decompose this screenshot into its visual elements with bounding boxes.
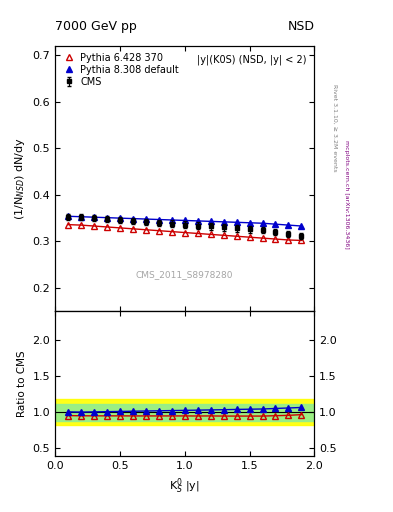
Pythia 8.308 default bbox=[273, 221, 278, 227]
Pythia 8.308 default bbox=[182, 218, 187, 224]
Pythia 6.428 370 bbox=[273, 236, 278, 242]
Pythia 8.308 default bbox=[234, 219, 239, 225]
Line: Pythia 8.308 default: Pythia 8.308 default bbox=[65, 214, 304, 229]
Pythia 6.428 370 bbox=[156, 228, 161, 234]
Pythia 8.308 default bbox=[79, 214, 83, 220]
Text: mcplots.cern.ch [arXiv:1306.3436]: mcplots.cern.ch [arXiv:1306.3436] bbox=[344, 140, 349, 249]
Pythia 6.428 370 bbox=[299, 238, 304, 244]
Text: CMS_2011_S8978280: CMS_2011_S8978280 bbox=[136, 270, 233, 280]
Pythia 6.428 370 bbox=[286, 237, 291, 243]
Pythia 6.428 370 bbox=[221, 232, 226, 239]
X-axis label: K$^0_S$ |y|: K$^0_S$ |y| bbox=[169, 476, 200, 496]
Text: NSD: NSD bbox=[287, 20, 314, 33]
Pythia 8.308 default bbox=[169, 217, 174, 223]
Pythia 6.428 370 bbox=[130, 226, 135, 232]
Pythia 6.428 370 bbox=[66, 222, 70, 228]
Pythia 6.428 370 bbox=[234, 233, 239, 239]
Pythia 6.428 370 bbox=[195, 230, 200, 237]
Pythia 6.428 370 bbox=[79, 222, 83, 228]
Pythia 8.308 default bbox=[195, 218, 200, 224]
Pythia 6.428 370 bbox=[118, 225, 122, 231]
Pythia 8.308 default bbox=[286, 222, 291, 228]
Pythia 8.308 default bbox=[247, 220, 252, 226]
Pythia 8.308 default bbox=[260, 220, 265, 226]
Pythia 6.428 370 bbox=[208, 231, 213, 238]
Y-axis label: (1/N$_{NSD}$) dN/dy: (1/N$_{NSD}$) dN/dy bbox=[13, 137, 27, 220]
Pythia 8.308 default bbox=[299, 223, 304, 229]
Text: |y|(K0S) (NSD, |y| < 2): |y|(K0S) (NSD, |y| < 2) bbox=[197, 54, 307, 65]
Pythia 6.428 370 bbox=[143, 227, 148, 233]
Pythia 8.308 default bbox=[66, 213, 70, 219]
Pythia 8.308 default bbox=[92, 214, 96, 220]
Text: 7000 GeV pp: 7000 GeV pp bbox=[55, 20, 137, 33]
Pythia 6.428 370 bbox=[247, 234, 252, 240]
Pythia 8.308 default bbox=[118, 215, 122, 221]
Line: Pythia 6.428 370: Pythia 6.428 370 bbox=[65, 222, 304, 243]
Pythia 8.308 default bbox=[105, 215, 109, 221]
Pythia 6.428 370 bbox=[260, 235, 265, 241]
Pythia 8.308 default bbox=[208, 218, 213, 224]
Pythia 6.428 370 bbox=[169, 228, 174, 234]
Pythia 8.308 default bbox=[143, 216, 148, 222]
Pythia 8.308 default bbox=[156, 217, 161, 223]
Legend: Pythia 6.428 370, Pythia 8.308 default, CMS: Pythia 6.428 370, Pythia 8.308 default, … bbox=[60, 51, 181, 89]
Text: Rivet 3.1.10, ≥ 3.2M events: Rivet 3.1.10, ≥ 3.2M events bbox=[332, 84, 337, 172]
Pythia 6.428 370 bbox=[182, 229, 187, 236]
Pythia 8.308 default bbox=[130, 216, 135, 222]
Pythia 6.428 370 bbox=[92, 223, 96, 229]
Y-axis label: Ratio to CMS: Ratio to CMS bbox=[17, 350, 27, 417]
Pythia 6.428 370 bbox=[105, 224, 109, 230]
Pythia 8.308 default bbox=[221, 219, 226, 225]
